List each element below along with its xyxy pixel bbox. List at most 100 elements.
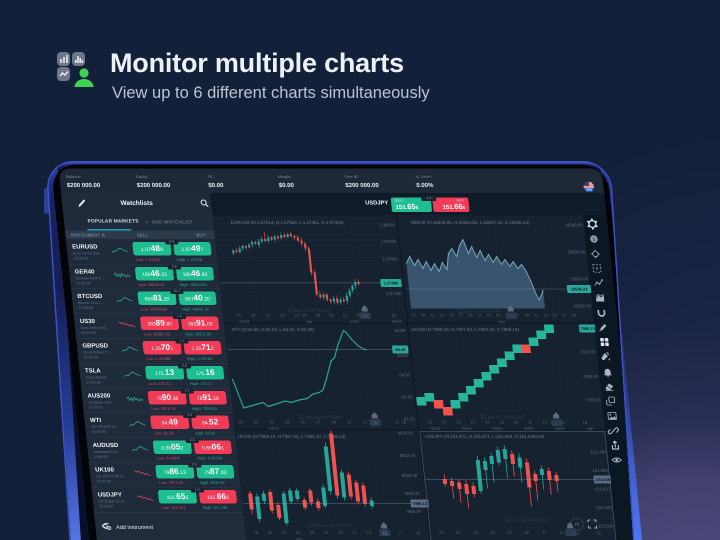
svg-text:13: 13 <box>362 420 368 425</box>
svg-text:Bid, H1, 00:00 GMT: Bid, H1, 00:00 GMT <box>305 415 343 420</box>
svg-text:19: 19 <box>596 531 602 536</box>
svg-text:151.560: 151.560 <box>596 505 612 510</box>
svg-text:08: 08 <box>315 313 321 318</box>
svg-text:21: 21 <box>477 313 483 318</box>
svg-text:01: 01 <box>456 530 462 535</box>
svg-text:19: 19 <box>582 420 588 425</box>
svg-text:03: 03 <box>296 530 302 535</box>
svg-text:03/21: 03/21 <box>492 426 503 431</box>
svg-text:84.49: 84.49 <box>395 347 406 352</box>
svg-text:20: 20 <box>294 313 300 318</box>
svg-text:8008.00: 8008.00 <box>402 473 418 478</box>
svg-text:11: 11 <box>534 313 539 318</box>
svg-text:03: 03 <box>473 530 479 535</box>
svg-text:USDJPY (O:151.671, H:151.671,: USDJPY (O:151.671, H:151.671, L:151.628,… <box>425 434 545 439</box>
svg-text:20: 20 <box>391 313 397 318</box>
svg-text:12: 12 <box>265 313 271 318</box>
svg-text:17: 17 <box>398 531 404 536</box>
svg-text:Apr: Apr <box>306 319 313 324</box>
svg-text:20: 20 <box>238 420 244 425</box>
svg-text:i: i <box>593 237 596 243</box>
svg-text:09: 09 <box>331 420 337 425</box>
svg-text:1.07360: 1.07360 <box>386 291 402 296</box>
svg-text:09: 09 <box>338 530 344 535</box>
svg-text:16: 16 <box>513 420 519 425</box>
svg-text:16: 16 <box>280 313 286 318</box>
svg-text:Bid, H1, 00:00 GMT: Bid, H1, 00:00 GMT <box>314 523 352 528</box>
svg-text:13: 13 <box>366 530 372 535</box>
svg-text:05: 05 <box>300 420 306 425</box>
svg-text:18520.00: 18520.00 <box>573 304 592 309</box>
svg-text:Apr: Apr <box>587 426 594 431</box>
svg-text:19: 19 <box>468 313 474 318</box>
svg-text:01: 01 <box>269 420 275 425</box>
svg-text:19: 19 <box>401 420 407 425</box>
svg-text:1.08000: 1.08000 <box>379 223 395 228</box>
svg-text:13: 13 <box>543 313 549 318</box>
svg-text:20: 20 <box>268 530 274 535</box>
svg-text:151.500: 151.500 <box>598 524 614 529</box>
svg-text:18560.00: 18560.00 <box>570 277 589 282</box>
svg-text:8022.00: 8022.00 <box>400 453 416 458</box>
svg-text:19: 19 <box>571 313 577 318</box>
svg-text:20: 20 <box>356 313 362 318</box>
svg-text:03: 03 <box>285 420 291 425</box>
svg-text:03: 03 <box>496 313 502 318</box>
svg-text:13: 13 <box>542 420 548 425</box>
svg-text:04/03: 04/03 <box>392 319 403 324</box>
svg-text:UK100 (O:7988.10, H:7987.63, L: UK100 (O:7988.10, H:7987.63, L:7984.10, … <box>238 434 347 439</box>
svg-text:151.620: 151.620 <box>594 487 610 492</box>
svg-text:13: 13 <box>439 313 445 318</box>
svg-text:16: 16 <box>342 313 348 318</box>
svg-text:18: 18 <box>254 530 260 535</box>
svg-text:13: 13 <box>559 530 565 535</box>
svg-text:151.648: 151.648 <box>595 477 611 482</box>
svg-text:05: 05 <box>490 530 496 535</box>
svg-text:17: 17 <box>575 531 581 536</box>
svg-text:03/25: 03/25 <box>554 426 565 431</box>
svg-text:09: 09 <box>421 313 427 318</box>
svg-text:7920.00: 7920.00 <box>580 350 596 355</box>
svg-text:04: 04 <box>301 313 307 318</box>
svg-text:16: 16 <box>363 313 369 318</box>
svg-text:GER40 (O:18543.95, H:18554.02,: GER40 (O:18543.95, H:18554.02, L:18537.1… <box>410 220 530 225</box>
svg-text:11: 11 <box>347 420 352 425</box>
svg-text:09: 09 <box>524 313 530 318</box>
svg-text:7840.00: 7840.00 <box>582 374 598 379</box>
svg-text:7986.13: 7986.13 <box>412 501 428 506</box>
svg-text:17: 17 <box>395 420 401 425</box>
svg-text:7994.00: 7994.00 <box>404 491 420 496</box>
svg-text:83.60: 83.60 <box>401 395 413 400</box>
svg-text:04/02: 04/02 <box>269 426 280 431</box>
svg-text:14: 14 <box>485 420 491 425</box>
svg-text:Apr: Apr <box>296 537 303 540</box>
svg-text:09: 09 <box>524 530 530 535</box>
svg-text:21: 21 <box>456 420 462 425</box>
svg-text:Bid, H1, 00:00 GMT: Bid, H1, 00:00 GMT <box>487 415 525 420</box>
svg-text:07: 07 <box>316 420 322 425</box>
svg-text:01: 01 <box>487 313 493 318</box>
svg-text:07: 07 <box>411 313 417 318</box>
svg-text:15: 15 <box>373 420 379 425</box>
svg-text:03/29: 03/29 <box>239 319 250 324</box>
svg-text:17: 17 <box>562 313 568 318</box>
svg-text:8036.00: 8036.00 <box>397 431 413 436</box>
svg-text:Bid, H1, 00:00 GMT: Bid, H1, 00:00 GMT <box>511 518 549 523</box>
svg-text:11: 11 <box>542 530 547 535</box>
svg-text:18640.00: 18640.00 <box>565 223 584 228</box>
svg-text:07: 07 <box>515 313 521 318</box>
svg-text:08: 08 <box>251 313 257 318</box>
svg-text:16: 16 <box>427 420 433 425</box>
svg-text:84.80: 84.80 <box>394 328 406 333</box>
svg-text:7986.13: 7986.13 <box>580 326 596 331</box>
svg-text:84.00: 84.00 <box>399 373 411 378</box>
svg-text:10: 10 <box>470 420 476 425</box>
svg-text:WTI (O:84.53, H:84.53, L:84.31: WTI (O:84.53, H:84.53, L:84.31, C:84.49) <box>231 327 314 332</box>
svg-text:04: 04 <box>236 313 242 318</box>
svg-text:12: 12 <box>499 420 505 425</box>
svg-text:11: 11 <box>352 530 357 535</box>
svg-text:18546.23: 18546.23 <box>571 287 589 292</box>
svg-text:03: 03 <box>442 420 448 425</box>
svg-text:H1: H1 <box>574 522 580 527</box>
svg-text:7980.00: 7980.00 <box>405 509 421 514</box>
